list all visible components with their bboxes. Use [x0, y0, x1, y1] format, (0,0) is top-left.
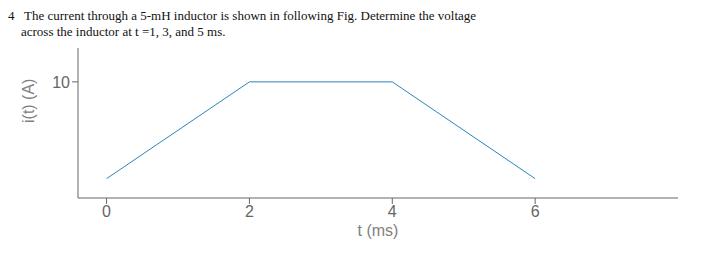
svg-text:t (ms): t (ms) [358, 222, 399, 239]
html-text:across the inductor at t =1, 3: across the inductor at t =1, 3, and 5 ms… [8, 24, 226, 39]
svg-text:6: 6 [531, 203, 540, 220]
svg-text:i(t) (A): i(t) (A) [20, 79, 37, 123]
svg-text:0: 0 [102, 203, 111, 220]
svg-text:2: 2 [245, 203, 254, 220]
html-text:4 The current through a 5-mH i: 4 The current through a 5-mH inductor is… [8, 8, 476, 23]
svg-text:4: 4 [388, 203, 397, 220]
svg-text:10: 10 [52, 74, 70, 91]
